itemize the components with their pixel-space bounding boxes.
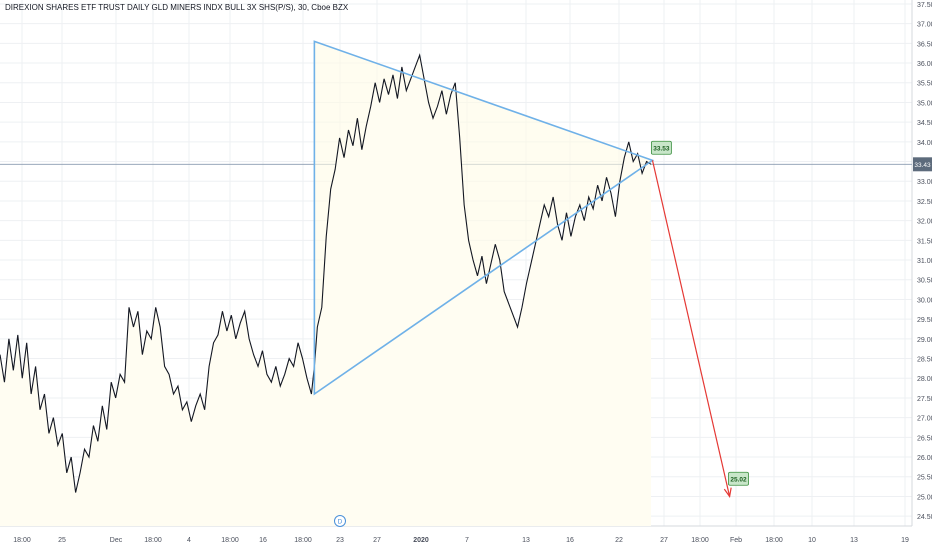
x-tick-label: 18:00 bbox=[294, 537, 312, 544]
event-marker-label: D bbox=[338, 518, 343, 525]
y-tick-label: 30.50 bbox=[917, 278, 932, 285]
y-tick-label: 28.50 bbox=[917, 357, 932, 364]
y-tick-label: 26.00 bbox=[917, 455, 932, 462]
y-tick-label: 25.00 bbox=[917, 494, 932, 501]
x-tick-label: 18:00 bbox=[691, 537, 709, 544]
y-tick-label: 28.00 bbox=[917, 376, 932, 383]
x-tick-label: 27 bbox=[660, 537, 668, 544]
y-tick-label: 27.00 bbox=[917, 416, 932, 423]
y-tick-label: 31.00 bbox=[917, 258, 932, 265]
current-price-badge bbox=[913, 157, 932, 172]
y-tick-label: 34.50 bbox=[917, 120, 932, 127]
x-tick-label: 2020 bbox=[413, 537, 429, 544]
price-label-box bbox=[728, 471, 749, 486]
y-tick-label: 35.50 bbox=[917, 81, 932, 88]
x-tick-label: Feb bbox=[730, 537, 742, 544]
y-tick-label: 29.00 bbox=[917, 337, 932, 344]
projection-arrow bbox=[651, 160, 731, 497]
y-tick-label: 29.50 bbox=[917, 317, 932, 324]
x-tick-label: 18:00 bbox=[765, 537, 783, 544]
y-tick-label: 30.00 bbox=[917, 297, 932, 304]
x-tick-label: 16 bbox=[259, 537, 267, 544]
x-tick-label: 25 bbox=[58, 537, 66, 544]
y-tick-label: 24.50 bbox=[917, 514, 932, 521]
current-price-badge-text: 33.43 bbox=[914, 162, 931, 169]
x-tick-label: 4 bbox=[187, 537, 191, 544]
x-tick-label: 13 bbox=[850, 537, 858, 544]
y-tick-label: 27.50 bbox=[917, 396, 932, 403]
x-tick-label: 16 bbox=[566, 537, 574, 544]
x-tick-label: 23 bbox=[336, 537, 344, 544]
y-tick-label: 32.50 bbox=[917, 199, 932, 206]
x-tick-label: 18:00 bbox=[144, 537, 162, 544]
x-tick-label: 18:00 bbox=[13, 537, 31, 544]
y-tick-label: 32.00 bbox=[917, 219, 932, 226]
y-tick-label: 33.00 bbox=[917, 179, 932, 186]
price-label-text: 25.02 bbox=[730, 476, 747, 483]
price-line bbox=[0, 53, 652, 493]
x-tick-label: Dec bbox=[110, 537, 123, 544]
y-tick-label: 37.00 bbox=[917, 22, 932, 29]
triangle-pattern bbox=[313, 40, 655, 396]
x-tick-label: 10 bbox=[808, 537, 816, 544]
x-tick-label: 19 bbox=[901, 537, 909, 544]
price-label-text: 33.53 bbox=[653, 145, 670, 152]
y-tick-label: 25.50 bbox=[917, 475, 932, 482]
y-tick-label: 36.00 bbox=[917, 61, 932, 68]
event-marker bbox=[334, 515, 346, 527]
x-tick-label: 13 bbox=[522, 537, 530, 544]
y-tick-label: 31.50 bbox=[917, 238, 932, 245]
price-area bbox=[0, 55, 652, 527]
y-tick-label: 26.50 bbox=[917, 435, 932, 442]
chart-title: DIREXION SHARES ETF TRUST DAILY GLD MINE… bbox=[5, 3, 349, 12]
x-tick-label: 18:00 bbox=[221, 537, 239, 544]
price-label-box bbox=[650, 140, 672, 155]
x-tick-label: 7 bbox=[465, 537, 469, 544]
projection-arrowhead bbox=[723, 487, 732, 498]
y-tick-label: 36.50 bbox=[917, 41, 932, 48]
y-tick-label: 34.00 bbox=[917, 140, 932, 147]
x-tick-label: 22 bbox=[615, 537, 623, 544]
x-tick-label: 27 bbox=[373, 537, 381, 544]
y-tick-label: 35.00 bbox=[917, 100, 932, 107]
y-tick-label: 37.50 bbox=[917, 2, 932, 9]
